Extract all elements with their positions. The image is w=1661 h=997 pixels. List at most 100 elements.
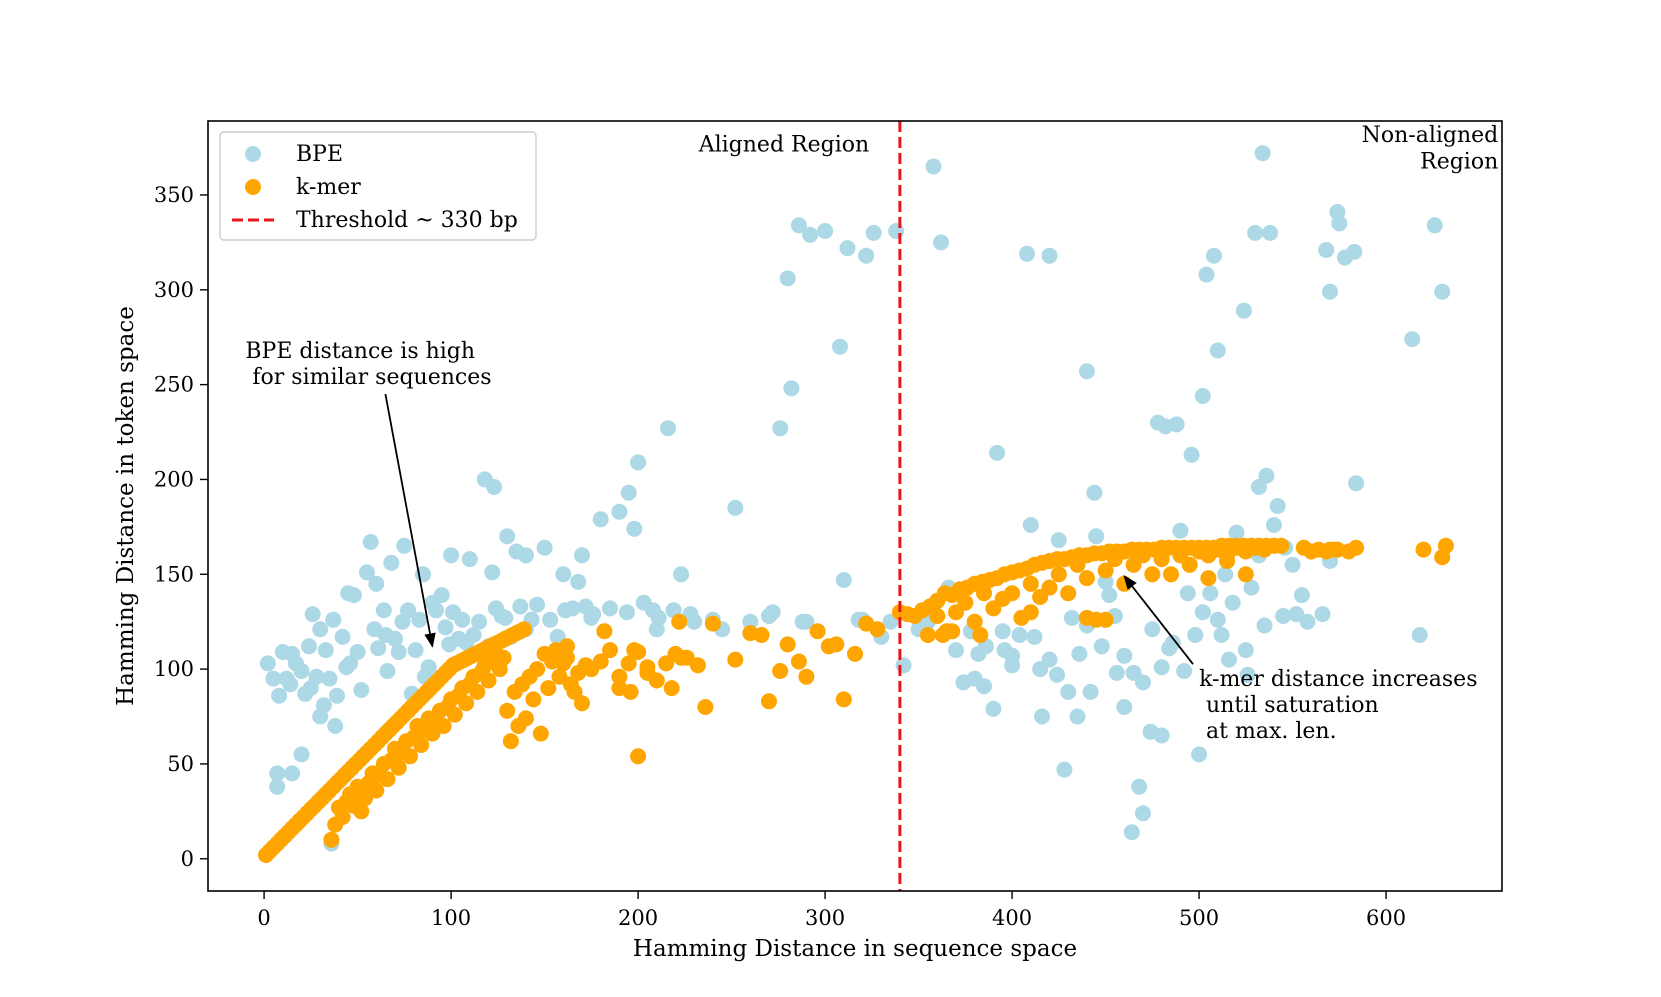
- bpe-point: [1348, 475, 1365, 492]
- bpe-point: [1011, 627, 1028, 643]
- bpe-point: [454, 611, 471, 628]
- bpe-point: [269, 778, 286, 795]
- kmer-point: [402, 748, 418, 765]
- bpe-point: [293, 746, 310, 763]
- bpe-point: [411, 611, 428, 628]
- bpe-point: [334, 628, 351, 645]
- bpe-point: [437, 619, 454, 636]
- bpe-point: [626, 520, 643, 537]
- bpe-point: [1041, 247, 1058, 264]
- bpe-point: [602, 600, 618, 617]
- kmer-point: [622, 683, 639, 700]
- y-tick-label: 150: [154, 562, 194, 586]
- kmer-point: [1135, 547, 1151, 564]
- legend-marker: [245, 179, 261, 195]
- bpe-point: [1056, 761, 1073, 778]
- bpe-point: [1262, 224, 1279, 241]
- kmer-point: [630, 748, 647, 765]
- bpe-point: [304, 606, 321, 623]
- bpe-point: [1187, 627, 1204, 643]
- bpe-point: [994, 623, 1011, 640]
- annotation-text: for similar sequences: [245, 365, 491, 390]
- y-tick-label: 250: [154, 373, 194, 397]
- kmer-point: [761, 693, 777, 710]
- kmer-point: [602, 642, 618, 659]
- bpe-point: [1269, 498, 1286, 514]
- kmer-point: [869, 621, 886, 638]
- bpe-point: [1411, 627, 1428, 643]
- axes-layer: 0 100 200 300 400 500 600 0 50 100 150 200 250 300 350: [154, 183, 1406, 930]
- kmer-point: [976, 585, 992, 602]
- kmer-point: [798, 668, 815, 685]
- bpe-point: [375, 602, 392, 619]
- region-label: Non-aligned: [1362, 123, 1499, 148]
- bpe-point: [839, 240, 856, 257]
- legend-box: [219, 131, 537, 241]
- bpe-point: [271, 687, 288, 704]
- bpe-point: [1299, 613, 1316, 630]
- kmer-point: [779, 636, 796, 653]
- kmer-point: [1144, 566, 1161, 583]
- kmer-point: [957, 594, 974, 611]
- kmer-point: [671, 613, 688, 630]
- bpe-point: [1346, 243, 1363, 260]
- annotation-text: k-mer distance increases: [1199, 667, 1477, 692]
- bpe-point: [1153, 659, 1170, 676]
- bpe-point: [428, 602, 445, 619]
- bpe-point: [761, 608, 777, 624]
- legend: BPE k-mer Threshold ~ 330 bp: [219, 131, 537, 241]
- bpe-point: [517, 547, 534, 564]
- bpe-point: [648, 621, 665, 638]
- bpe-point: [1209, 342, 1226, 359]
- bpe-point: [383, 554, 400, 571]
- bpe-point: [1116, 699, 1133, 715]
- series-k-mer: [258, 537, 1454, 863]
- bpe-point: [358, 564, 375, 581]
- kmer-point: [1181, 556, 1198, 573]
- bpe-point: [259, 655, 276, 672]
- kmer-point: [379, 771, 396, 788]
- kmer-point: [639, 664, 656, 681]
- bpe-point: [832, 338, 848, 355]
- bpe-point: [1194, 604, 1211, 621]
- bpe-point: [865, 224, 882, 241]
- kmer-point: [1256, 541, 1273, 558]
- kmer-point: [1004, 585, 1021, 602]
- bpe-point: [1221, 651, 1237, 668]
- bpe-point: [618, 604, 635, 621]
- bpe-point: [293, 663, 310, 679]
- bpe-point: [1041, 651, 1058, 668]
- region-label: Region: [1420, 149, 1498, 174]
- kmer-point: [1163, 566, 1179, 583]
- kmer-point: [592, 653, 609, 670]
- bpe-point: [542, 611, 559, 628]
- kmer-point: [529, 661, 546, 678]
- bpe-point: [574, 547, 590, 564]
- bpe-point: [1172, 522, 1189, 539]
- kmer-point: [1069, 556, 1086, 573]
- y-tick-label: 0: [181, 847, 194, 871]
- bpe-point: [1293, 587, 1310, 604]
- bpe-point: [1217, 566, 1234, 583]
- bpe-point: [1288, 606, 1305, 623]
- bpe-point: [499, 528, 516, 545]
- kmer-point: [551, 668, 568, 685]
- bpe-point: [1202, 585, 1219, 602]
- annotation-arrow: [384, 393, 436, 648]
- bpe-point: [1426, 217, 1443, 234]
- y-tick-label: 300: [154, 278, 194, 302]
- bpe-point: [1101, 587, 1118, 604]
- kmer-point: [1153, 551, 1170, 568]
- bpe-point: [1078, 363, 1095, 380]
- bpe-point: [989, 444, 1006, 461]
- kmer-point: [1237, 566, 1254, 583]
- bpe-point: [802, 226, 819, 243]
- bpe-point: [660, 420, 676, 437]
- kmer-point: [620, 655, 637, 672]
- kmer-point: [323, 831, 340, 848]
- kmer-point: [1200, 570, 1217, 587]
- bpe-point: [379, 663, 396, 679]
- kmer-point: [1219, 553, 1236, 569]
- bpe-point: [443, 547, 460, 564]
